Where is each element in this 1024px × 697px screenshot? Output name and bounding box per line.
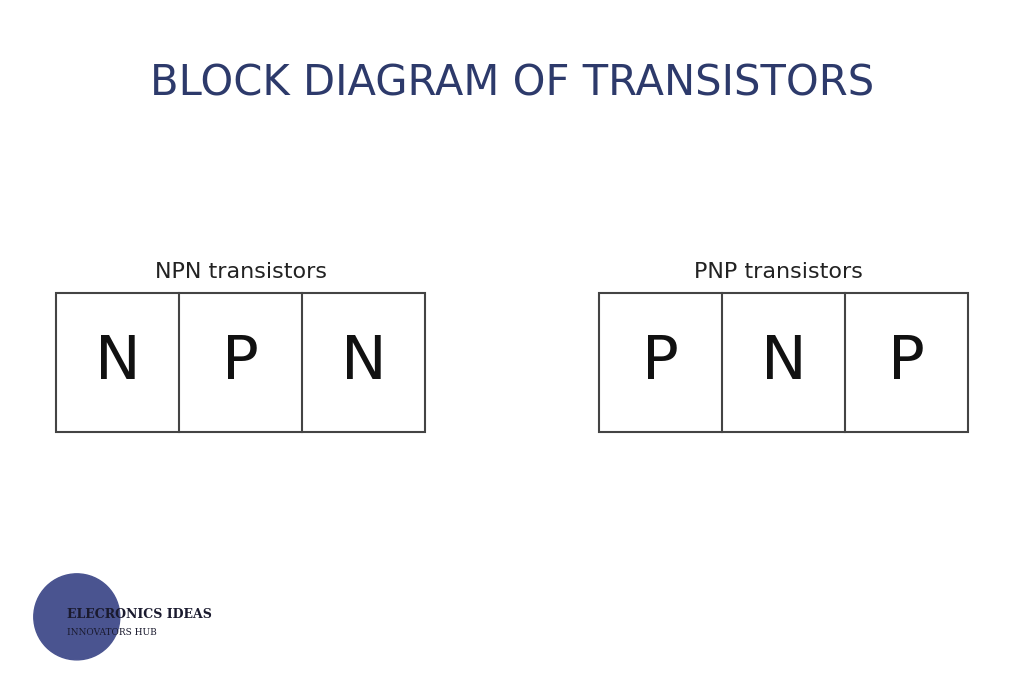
Bar (56, 293, 425, 432)
Text: N: N (761, 333, 806, 392)
Text: BLOCK DIAGRAM OF TRANSISTORS: BLOCK DIAGRAM OF TRANSISTORS (150, 63, 874, 105)
Text: N: N (341, 333, 386, 392)
Text: INNOVATORS HUB: INNOVATORS HUB (67, 628, 157, 636)
Text: PNP transistors: PNP transistors (694, 262, 862, 282)
Text: ELECRONICS IDEAS: ELECRONICS IDEAS (67, 608, 211, 621)
Text: P: P (888, 333, 925, 392)
Bar (599, 293, 968, 432)
Ellipse shape (34, 574, 120, 660)
Text: NPN transistors: NPN transistors (155, 262, 327, 282)
Text: N: N (95, 333, 140, 392)
Text: P: P (222, 333, 259, 392)
Text: P: P (642, 333, 679, 392)
